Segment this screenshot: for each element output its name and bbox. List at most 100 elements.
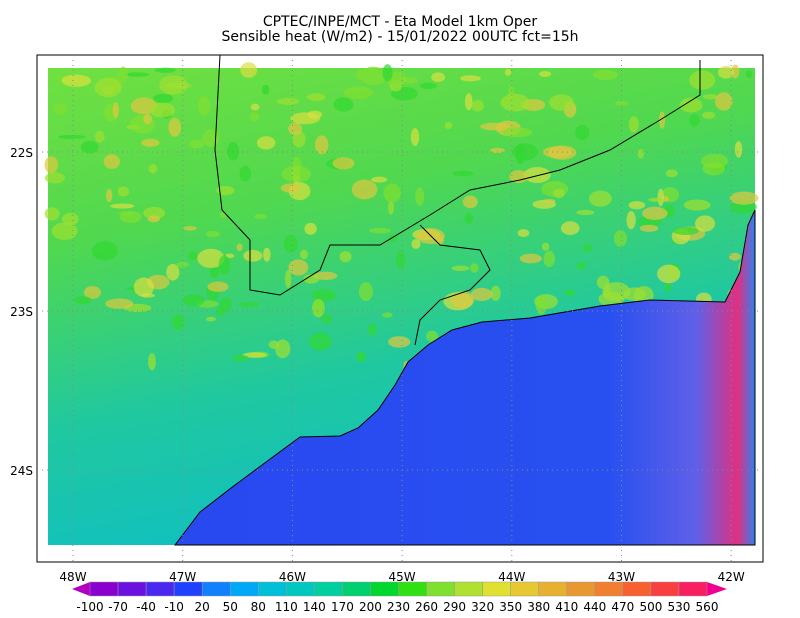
texture-blob bbox=[110, 203, 135, 209]
texture-blob bbox=[182, 294, 205, 307]
lon-tick-label: 43W bbox=[608, 570, 635, 584]
texture-blob bbox=[549, 94, 574, 111]
texture-blob bbox=[94, 130, 105, 143]
texture-blob bbox=[731, 64, 740, 79]
colorbar-box bbox=[286, 581, 315, 597]
texture-blob bbox=[53, 102, 68, 116]
texture-blob bbox=[236, 243, 243, 252]
texture-blob bbox=[519, 253, 542, 264]
texture-blob bbox=[333, 97, 354, 112]
texture-blob bbox=[154, 67, 176, 73]
lon-tick-label: 44W bbox=[498, 570, 525, 584]
texture-blob bbox=[368, 227, 392, 234]
texture-blob bbox=[657, 188, 664, 207]
texture-blob bbox=[61, 74, 92, 87]
texture-blob bbox=[166, 263, 180, 281]
texture-blob bbox=[141, 138, 160, 148]
texture-blob bbox=[254, 214, 268, 220]
texture-blob bbox=[280, 183, 301, 193]
colorbar-label: 470 bbox=[611, 600, 634, 614]
colorbar-label: 140 bbox=[303, 600, 326, 614]
texture-blob bbox=[314, 135, 329, 155]
texture-blob bbox=[462, 195, 478, 209]
texture-blob bbox=[614, 100, 629, 106]
grid-lines bbox=[37, 55, 763, 562]
colorbar-label: 260 bbox=[415, 600, 438, 614]
texture-blob bbox=[490, 285, 501, 302]
texture-blob bbox=[140, 293, 155, 298]
texture-blob bbox=[209, 265, 220, 279]
texture-blob bbox=[543, 250, 556, 268]
texture-blob bbox=[451, 265, 470, 272]
texture-blob bbox=[576, 209, 595, 216]
texture-blob bbox=[313, 271, 338, 280]
texture-blob bbox=[415, 187, 425, 206]
texture-blob bbox=[168, 117, 182, 137]
texture-blob bbox=[216, 306, 226, 317]
texture-blob bbox=[58, 134, 86, 139]
texture-blob bbox=[480, 122, 510, 131]
colorbar-label: 80 bbox=[251, 600, 266, 614]
colorbar-label: -70 bbox=[108, 600, 128, 614]
texture-blob bbox=[171, 314, 185, 330]
colorbar-box bbox=[510, 581, 539, 597]
texture-blob bbox=[51, 222, 78, 240]
texture-blob bbox=[543, 198, 556, 204]
texture-blob bbox=[283, 235, 298, 253]
texture-blob bbox=[232, 354, 249, 362]
texture-blob bbox=[339, 251, 352, 263]
texture-blob bbox=[694, 215, 716, 232]
texture-blob bbox=[360, 66, 387, 86]
texture-blob bbox=[464, 212, 474, 224]
texture-blob bbox=[575, 125, 590, 141]
texture-blob bbox=[500, 93, 530, 112]
texture-blob bbox=[44, 172, 65, 184]
texture-blob bbox=[504, 68, 512, 76]
colorbar-box bbox=[117, 581, 147, 597]
texture-blob bbox=[452, 170, 474, 177]
texture-blob bbox=[351, 179, 378, 200]
texture-blob bbox=[288, 122, 303, 135]
texture-blob bbox=[275, 339, 291, 359]
texture-blob bbox=[679, 97, 703, 113]
texture-blob bbox=[112, 102, 119, 119]
texture-blob bbox=[183, 226, 197, 231]
title-line-1: CPTEC/INPE/MCT - Eta Model 1km Oper bbox=[262, 14, 538, 30]
colorbar-label: -10 bbox=[164, 600, 184, 614]
texture-blob bbox=[460, 75, 481, 82]
texture-blob bbox=[419, 82, 437, 90]
texture-blob bbox=[541, 242, 550, 251]
texture-blob bbox=[197, 248, 225, 268]
colorbar-box bbox=[229, 581, 259, 597]
texture-blob bbox=[149, 102, 175, 118]
texture-blob bbox=[256, 136, 276, 150]
texture-blob bbox=[470, 263, 479, 273]
colorbar-label: 560 bbox=[696, 600, 719, 614]
texture-blob bbox=[689, 114, 700, 127]
colorbar-box bbox=[145, 581, 175, 597]
colorbar: -100 -70 -40 -10 20 50 80 110 140 170 200 230 260 290… bbox=[72, 581, 727, 614]
texture-blob bbox=[648, 197, 664, 202]
texture-blob bbox=[147, 353, 156, 371]
colorbar-box bbox=[622, 581, 652, 597]
texture-blob bbox=[207, 281, 229, 292]
texture-blob bbox=[103, 154, 120, 169]
title-line-2: Sensible heat (W/m2) - 15/01/2022 00UTC … bbox=[221, 29, 579, 45]
texture-blob bbox=[83, 286, 101, 299]
texture-blob bbox=[717, 65, 734, 79]
texture-blob bbox=[564, 289, 576, 297]
texture-blob bbox=[44, 207, 60, 221]
texture-blob bbox=[702, 94, 718, 100]
texture-blob bbox=[304, 222, 317, 235]
colorbar-label: 110 bbox=[275, 600, 298, 614]
colorbar-box bbox=[454, 581, 483, 597]
texture-blob bbox=[553, 188, 565, 199]
texture-blob bbox=[119, 210, 142, 223]
texture-blob bbox=[290, 112, 321, 125]
colorbar-label: -40 bbox=[136, 600, 156, 614]
state-border-rj bbox=[414, 224, 491, 346]
texture-blob bbox=[73, 296, 92, 304]
lon-tick-label: 42W bbox=[718, 570, 745, 584]
texture-blob bbox=[702, 162, 726, 176]
texture-blob bbox=[356, 68, 363, 80]
